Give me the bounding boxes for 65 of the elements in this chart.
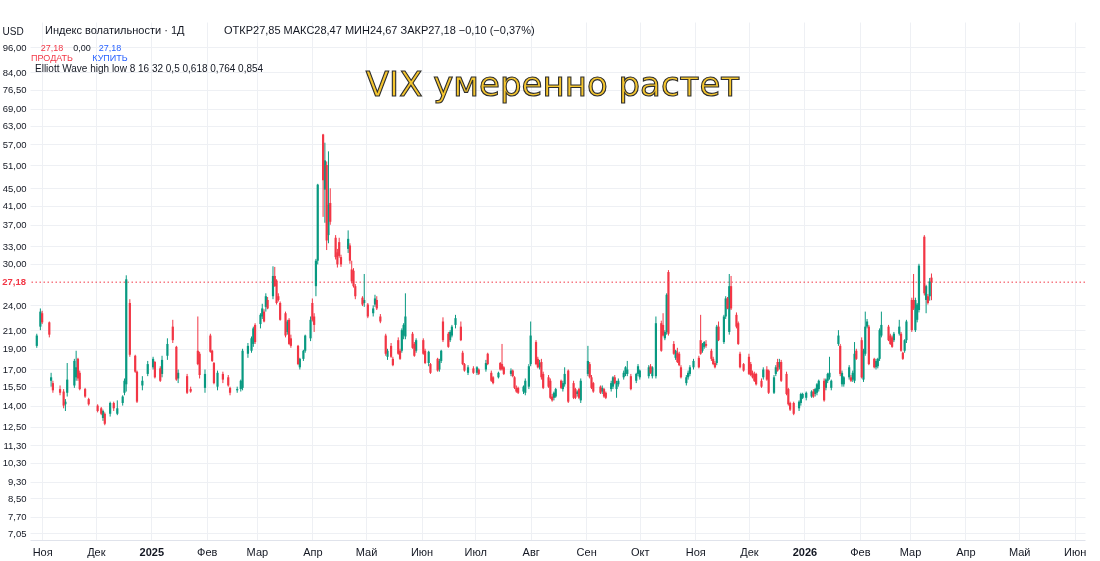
y-tick-label: 7,05 [8,527,27,539]
x-tick-label: Июн [410,545,434,558]
y-tick-label: 96,00 [2,41,27,53]
y-tick-label: 51,00 [2,159,27,171]
y-tick-label: 57,00 [2,138,27,150]
y-tick-label: 37,00 [2,219,27,231]
candlestick [58,384,62,396]
y-tick-label: 15,50 [2,381,27,393]
x-tick-label: Сен [576,545,597,558]
y-tick-label: 76,50 [2,84,27,96]
y-tick-label: 41,00 [2,200,27,212]
candlestick [216,370,219,391]
x-tick-label: Мар [899,545,922,558]
x-tick-label: Май [1008,545,1031,558]
annotation: 27,18 ПРОДАТЬ [31,43,74,63]
y-tick-label: 10,30 [2,457,27,469]
candlestick [767,368,770,395]
x-tick-label: Май [355,545,378,558]
y-tick-label: 21,00 [2,324,27,336]
x-tick-label: Фев [197,545,218,558]
x-tick-label: Окт [631,545,650,558]
y-tick-label: 24,00 [2,299,27,311]
candlestick [221,371,224,384]
y-tick-label: 17,00 [2,363,27,375]
candlestick [246,342,250,359]
y-tick-label: 19,00 [2,343,27,355]
y-tick-label: 33,00 [2,240,27,252]
y-tick-label: 8,50 [8,492,27,504]
x-tick-label: Ноя [685,545,706,558]
y-tick-label: 69,00 [2,103,27,115]
x-tick-label: Апр [303,545,323,558]
y-tick-label: 63,00 [2,120,27,132]
y-tick-label: 14,00 [2,400,27,412]
x-tick-label: 2025 [139,545,165,558]
annotation: Elliott Wave high low 8 16 32 0,5 0,618 0,764 0,854 [35,63,264,74]
x-tick-label: Дек [740,545,759,558]
candlestick [212,361,216,385]
ref-line-label: 27,18 [2,276,26,288]
annotation: ОТКР27,85 МАКС28,47 МИН24,67 ЗАКР27,18 −0,10 (−0,37%) [224,24,535,36]
candlestick [66,362,69,398]
y-tick-label: 30,00 [2,258,27,270]
x-tick-label: Фев [850,545,871,558]
x-tick-label: Июл [464,545,487,558]
x-tick-label: Дек [87,545,106,558]
x-tick-label: Июн [1064,545,1087,558]
y-tick-label: 9,30 [8,476,27,488]
x-tick-label: Авг [522,545,540,558]
chart-subtitle: Индекс волатильности · 1Д [45,24,185,36]
y-axis-title: USD [2,25,24,37]
y-tick-label: 45,00 [2,182,27,194]
y-tick-label: 11,30 [3,439,27,451]
candlestick [186,373,189,395]
y-tick-label: 12,50 [2,421,27,433]
x-tick-label: Мар [246,545,269,558]
x-tick-label: 2026 [792,545,818,558]
candlestick [166,337,169,361]
x-tick-label: Апр [956,545,976,558]
annotation: 0,00 [73,43,91,53]
x-tick-label: Ноя [32,545,53,558]
annotation: 27,18 КУПИТЬ [92,43,128,63]
candlestick [384,333,387,357]
candlestick [203,368,207,394]
y-tick-label: 7,70 [8,511,27,523]
text: VIX умеренно растет [365,64,741,104]
y-tick-label: 84,00 [2,66,27,78]
